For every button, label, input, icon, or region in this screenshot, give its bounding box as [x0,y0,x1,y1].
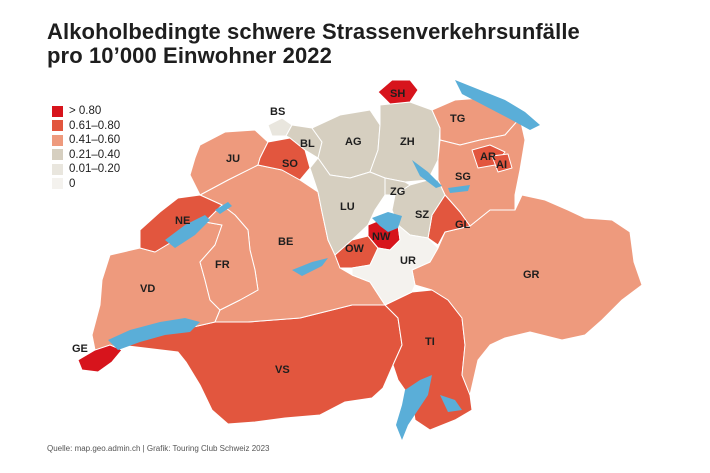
canton-code-fr: FR [215,259,230,271]
legend-swatch [52,163,63,175]
legend-item: 0.41–0.60 [52,133,120,148]
lake-zurich [412,160,442,188]
canton-code-sh: SH [390,88,405,100]
map-title-line-2: pro 10’000 Einwohner 2022 [47,43,332,68]
canton-code-bs: BS [270,106,285,118]
lake-geneva [108,318,200,350]
source-credit: Quelle: map.geo.admin.ch | Grafik: Touri… [47,444,270,453]
canton-code-gl: GL [455,219,471,231]
legend-swatch [52,178,63,190]
map-title: Alkoholbedingte schwere Strassenverkehrs… [47,20,687,68]
canton-code-bl: BL [300,138,315,150]
canton-code-lu: LU [340,201,355,213]
legend-label: 0 [69,177,76,190]
canton-code-nw: NW [372,231,391,243]
canton-ge[interactable] [77,344,123,373]
canton-code-zg: ZG [390,186,405,198]
canton-code-ti: TI [425,336,435,348]
map-title-line-1: Alkoholbedingte schwere Strassenverkehrs… [47,19,580,44]
legend-label: 0.01–0.20 [69,163,121,176]
lake-neuchatel [165,215,210,248]
legend-swatch [52,120,63,132]
legend-swatch [52,134,63,146]
canton-code-ow: OW [345,243,365,255]
lake-lugano [440,395,462,412]
canton-code-ag: AG [345,136,362,148]
lake-maggiore [396,375,432,440]
canton-gr[interactable] [411,194,643,396]
canton-code-zh: ZH [400,136,415,148]
lakes [108,80,540,440]
lake-lucerne [372,212,402,232]
canton-fr[interactable] [199,204,259,311]
canton-ai[interactable] [491,153,513,173]
canton-code-ai: AI [496,159,507,171]
canton-ur[interactable] [351,224,439,306]
canton-code-be: BE [278,236,293,248]
legend-swatch [52,149,63,161]
lake-walensee [448,185,470,193]
lake-biel [215,202,232,214]
canton-code-ge: GE [72,343,88,355]
legend-item: 0.21–0.40 [52,148,120,163]
canton-code-ur: UR [400,255,416,267]
legend-item: > 0.80 [52,104,120,119]
canton-code-ju: JU [226,153,240,165]
canton-code-gr: GR [523,269,540,281]
canton-zh[interactable] [369,101,441,183]
canton-code-sg: SG [455,171,471,183]
canton-code-ne: NE [175,215,190,227]
canton-code-vs: VS [275,364,290,376]
legend-item: 0.61–0.80 [52,119,120,134]
canton-code-vd: VD [140,283,155,295]
legend-item: 0 [52,177,120,192]
legend-swatch [52,105,63,117]
legend-label: 0.41–0.60 [69,134,121,147]
canton-codes: SH BS BL AG ZH TG JU SO AR AI SG ZG LU N… [72,88,540,376]
canton-code-ar: AR [480,151,496,163]
legend-label: > 0.80 [69,105,102,118]
legend-label: 0.21–0.40 [69,148,121,161]
canton-code-sz: SZ [415,209,429,221]
canton-code-so: SO [282,158,298,170]
lake-thun [292,258,328,276]
canton-sh[interactable] [377,79,419,105]
legend: > 0.80 0.61–0.80 0.41–0.60 0.21–0.40 0.0… [52,104,120,191]
canton-code-tg: TG [450,113,465,125]
legend-item: 0.01–0.20 [52,162,120,177]
legend-label: 0.61–0.80 [69,119,121,132]
canton-ne[interactable] [139,194,223,253]
lake-constance [455,80,540,130]
